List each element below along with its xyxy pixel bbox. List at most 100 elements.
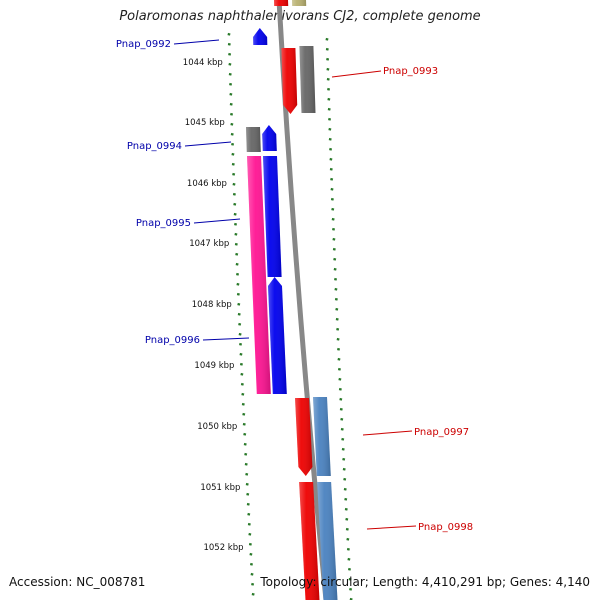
- minor-tick: [347, 567, 351, 571]
- kbp-tick-label: 1048 kbp: [192, 300, 232, 310]
- minor-tick: [243, 432, 247, 436]
- gene-feature[interactable]: [274, 0, 289, 6]
- minor-tick: [330, 177, 334, 181]
- minor-tick: [246, 502, 250, 506]
- minor-tick: [248, 542, 252, 546]
- minor-tick: [325, 47, 329, 51]
- minor-tick: [333, 267, 337, 271]
- minor-tick: [232, 172, 236, 176]
- minor-tick: [328, 117, 332, 121]
- minor-tick: [238, 322, 242, 326]
- minor-tick: [325, 37, 329, 41]
- kbp-tick-label: 1052 kbp: [203, 543, 243, 553]
- minor-tick: [331, 207, 335, 211]
- minor-tick: [249, 562, 253, 566]
- minor-tick: [341, 447, 345, 451]
- minor-tick: [333, 257, 337, 261]
- gene-label[interactable]: Pnap_0998: [418, 522, 473, 533]
- minor-tick: [336, 327, 340, 331]
- minor-tick: [340, 427, 344, 431]
- minor-tick: [337, 357, 341, 361]
- leader-line: [173, 39, 220, 45]
- minor-tick: [247, 522, 251, 526]
- minor-tick: [228, 52, 232, 56]
- minor-tick: [243, 442, 247, 446]
- minor-tick: [246, 492, 250, 496]
- gene-pnap-0992[interactable]: [253, 28, 268, 45]
- minor-tick: [229, 82, 233, 86]
- minor-tick: [345, 517, 349, 521]
- minor-tick: [335, 317, 339, 321]
- minor-tick: [231, 162, 235, 166]
- gene-feature[interactable]: [292, 0, 307, 6]
- minor-tick: [240, 372, 244, 376]
- minor-tick: [235, 252, 239, 256]
- minor-tick: [326, 57, 330, 61]
- minor-tick: [236, 282, 240, 286]
- minor-tick: [328, 137, 332, 141]
- leader-line: [331, 70, 382, 78]
- gene-label[interactable]: Pnap_0992: [116, 39, 171, 50]
- minor-tick: [326, 77, 330, 81]
- gene-label[interactable]: Pnap_0995: [136, 218, 191, 229]
- gene-pnap-0998[interactable]: [299, 482, 320, 600]
- minor-tick: [327, 107, 331, 111]
- gene-labels: Pnap_0992 Pnap_0993 Pnap_0994 Pnap_0995 Pnap…: [116, 39, 473, 533]
- gene-segment[interactable]: [263, 156, 282, 277]
- gene-label[interactable]: Pnap_0994: [127, 141, 182, 152]
- minor-tick: [335, 307, 339, 311]
- map-title: Polaromonas naphthalenivorans CJ2, compl…: [119, 9, 481, 24]
- minor-tick: [239, 342, 243, 346]
- minor-tick: [338, 387, 342, 391]
- minor-tick: [229, 92, 233, 96]
- minor-tick: [332, 247, 336, 251]
- minor-tick: [349, 587, 353, 591]
- minor-tick: [346, 547, 350, 551]
- leader-line: [362, 430, 413, 436]
- minor-tick: [346, 537, 350, 541]
- minor-tick: [242, 412, 246, 416]
- minor-tick: [230, 122, 234, 126]
- gene-pnap-0993[interactable]: [281, 48, 298, 114]
- minor-tick: [227, 32, 231, 36]
- topology-text: Topology: circular; Length: 4,410,291 bp…: [260, 575, 590, 589]
- gene-feature[interactable]: [313, 397, 331, 476]
- minor-tick: [329, 157, 333, 161]
- leader-line: [193, 218, 241, 224]
- minor-tick: [234, 242, 238, 246]
- kbp-tick-label: 1050 kbp: [197, 422, 237, 432]
- minor-tick: [249, 552, 253, 556]
- minor-tick: [244, 462, 248, 466]
- minor-tick: [233, 212, 237, 216]
- genes: [247, 28, 320, 600]
- minor-tick: [242, 422, 246, 426]
- leader-line: [202, 337, 250, 341]
- minor-tick: [236, 292, 240, 296]
- gene-leader-lines: [173, 39, 417, 530]
- minor-tick: [327, 87, 331, 91]
- leader-line: [366, 525, 417, 530]
- gene-pnap-0994[interactable]: [262, 125, 277, 151]
- minor-tick: [344, 507, 348, 511]
- gene-pnap-0996[interactable]: [268, 277, 287, 394]
- gene-label[interactable]: Pnap_0996: [145, 335, 200, 346]
- gene-pnap-0997[interactable]: [295, 398, 313, 476]
- gene-feature[interactable]: [317, 482, 338, 600]
- minor-tick: [331, 217, 335, 221]
- minor-tick: [342, 467, 346, 471]
- gene-pnap-0995[interactable]: [247, 156, 271, 394]
- minor-tick: [241, 392, 245, 396]
- gene-label[interactable]: Pnap_0993: [383, 66, 438, 77]
- minor-tick: [342, 457, 346, 461]
- minor-tick: [235, 262, 239, 266]
- minor-tick: [241, 402, 245, 406]
- gene-feature[interactable]: [246, 127, 261, 152]
- minor-tick: [248, 532, 252, 536]
- gene-label[interactable]: Pnap_0997: [414, 427, 469, 438]
- minor-tick: [328, 127, 332, 131]
- minor-tick: [237, 302, 241, 306]
- minor-tick: [228, 62, 232, 66]
- gene-feature[interactable]: [299, 46, 316, 113]
- minor-tick: [236, 272, 240, 276]
